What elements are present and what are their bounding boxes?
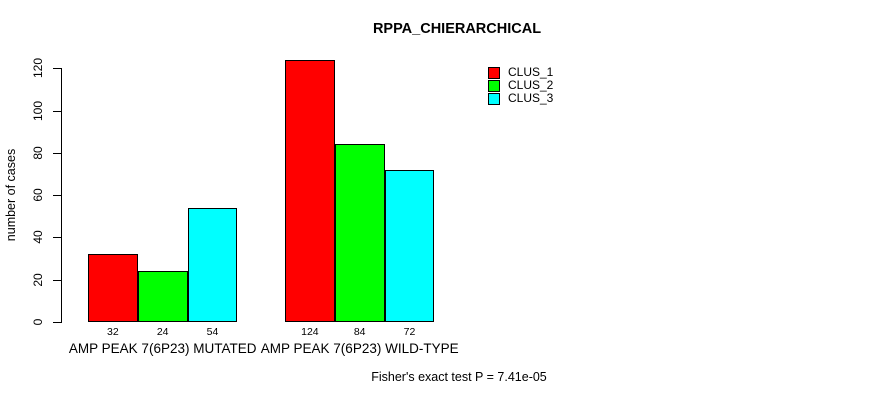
y-axis-tick-label: 120	[31, 58, 45, 79]
legend-label-clus_2: CLUS_2	[508, 78, 554, 92]
bar-value-label: 124	[301, 325, 319, 338]
y-axis-tick-label: 60	[31, 188, 45, 202]
bar-clus_3-group1	[187, 207, 238, 322]
bar-value-label: 54	[206, 325, 219, 338]
chart-title: RPPA_CHIERARCHICAL	[372, 21, 542, 37]
legend-swatch-clus_1	[488, 67, 500, 79]
category-label: AMP PEAK 7(6P23) MUTATED	[68, 341, 257, 356]
y-axis-tick	[53, 68, 61, 70]
bar-value-label: 24	[156, 325, 169, 338]
y-axis-tick-label: 0	[31, 318, 45, 326]
y-axis-tick-label: 20	[31, 273, 45, 287]
bar-value-label: 84	[353, 325, 366, 338]
y-axis-tick	[53, 195, 61, 197]
y-axis-tick	[53, 110, 61, 112]
legend-label-clus_1: CLUS_1	[508, 65, 554, 79]
y-axis-tick	[53, 279, 61, 281]
stat-annotation: Fisher's exact test P = 7.41e-05	[371, 370, 547, 384]
y-axis-tick	[53, 322, 61, 323]
bar-clus_2-group2	[334, 144, 385, 322]
y-axis-tick	[53, 152, 61, 154]
legend-swatch-clus_3	[488, 93, 500, 105]
bar-value-label: 72	[403, 325, 416, 338]
bar-clus_1-group2	[285, 59, 335, 322]
legend-label-clus_3: CLUS_3	[508, 91, 554, 105]
bar-clus_1-group1	[88, 254, 138, 322]
category-label: AMP PEAK 7(6P23) WILD-TYPE	[260, 341, 459, 356]
y-axis-tick-label: 80	[31, 146, 45, 160]
y-axis-title: number of cases	[4, 148, 18, 242]
bar-clus_3-group2	[384, 169, 435, 322]
bar-value-label: 32	[107, 325, 119, 338]
y-axis-line	[61, 68, 62, 323]
bar-clus_2-group1	[137, 271, 188, 322]
y-axis-tick-label: 100	[31, 100, 45, 121]
y-axis-tick	[53, 237, 61, 239]
y-axis-tick-label: 40	[31, 230, 45, 245]
legend-swatch-clus_2	[488, 80, 500, 92]
